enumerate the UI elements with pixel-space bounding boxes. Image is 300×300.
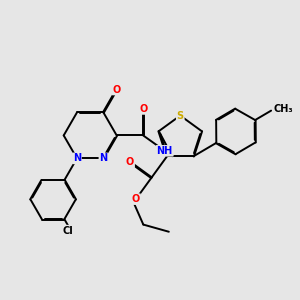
Text: NH: NH — [157, 146, 173, 156]
Text: O: O — [126, 157, 134, 167]
Text: S: S — [177, 111, 184, 121]
Text: O: O — [112, 85, 121, 94]
Text: O: O — [132, 194, 140, 204]
Text: Cl: Cl — [63, 226, 74, 236]
Text: CH₃: CH₃ — [273, 104, 293, 114]
Text: O: O — [139, 104, 147, 114]
Text: N: N — [73, 153, 81, 164]
Text: N: N — [99, 153, 107, 164]
